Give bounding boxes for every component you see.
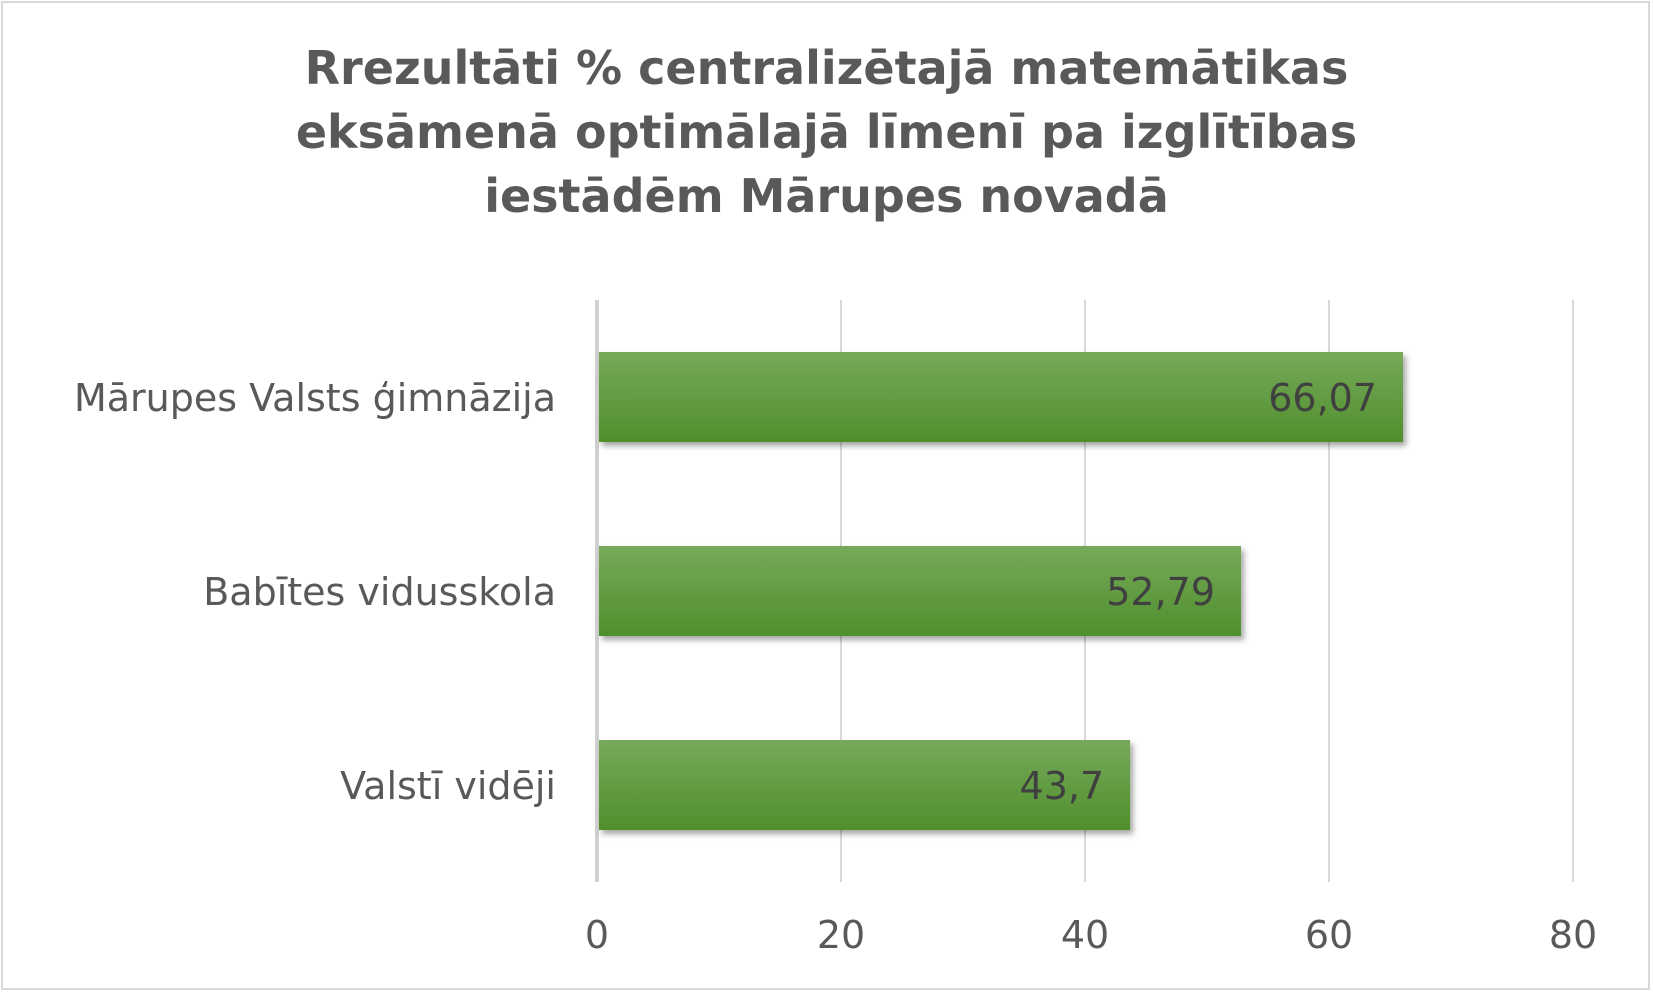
chart-title-line-1: Rrezultāti % centralizētajā matemātikas [304, 41, 1349, 95]
chart-title: Rrezultāti % centralizētajā matemātikas … [0, 36, 1653, 228]
bar [599, 740, 1131, 830]
data-label: 66,07 [1268, 376, 1377, 420]
bar [599, 546, 1242, 636]
chart-title-line-2: eksāmenā optimālajā līmenī pa izglītības [295, 105, 1358, 159]
x-tick-label: 20 [817, 913, 865, 957]
x-tick-label: 80 [1549, 913, 1597, 957]
category-label: Valstī vidēji [340, 764, 556, 808]
category-label: Babītes vidusskola [203, 570, 556, 614]
bar [599, 352, 1404, 442]
x-tick-label: 60 [1305, 913, 1353, 957]
chart-title-line-3: iestādēm Mārupes novadā [484, 169, 1169, 223]
data-label: 52,79 [1106, 570, 1215, 614]
x-tick-label: 0 [585, 913, 609, 957]
category-label: Mārupes Valsts ģimnāzija [74, 376, 556, 420]
data-label: 43,7 [1020, 764, 1105, 808]
x-tick-label: 40 [1061, 913, 1109, 957]
